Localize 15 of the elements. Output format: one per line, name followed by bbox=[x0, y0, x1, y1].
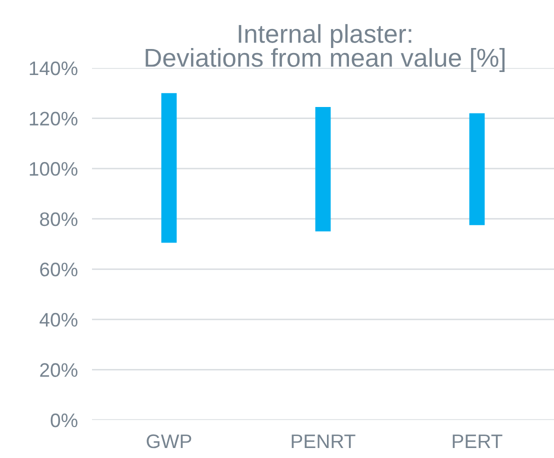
y-tick-label: 140% bbox=[30, 61, 78, 76]
x-tick-label: GWP bbox=[146, 434, 192, 448]
x-tick-label: PENRT bbox=[292, 434, 356, 448]
x-tick-label: PERT bbox=[452, 434, 502, 448]
chart-title: Internal plaster: Deviations from mean value [%] bbox=[146, 24, 505, 72]
y-tick-label: 0% bbox=[50, 413, 78, 428]
bar bbox=[161, 93, 177, 243]
y-tick-label: 100% bbox=[30, 162, 78, 176]
y-tick-label: 120% bbox=[30, 112, 78, 126]
y-tick-label: 20% bbox=[40, 363, 78, 377]
y-tick-label: 40% bbox=[40, 312, 78, 327]
bar bbox=[315, 106, 331, 232]
bar bbox=[469, 113, 485, 226]
y-tick-label: 80% bbox=[40, 212, 78, 226]
y-tick-label: 60% bbox=[40, 262, 78, 276]
